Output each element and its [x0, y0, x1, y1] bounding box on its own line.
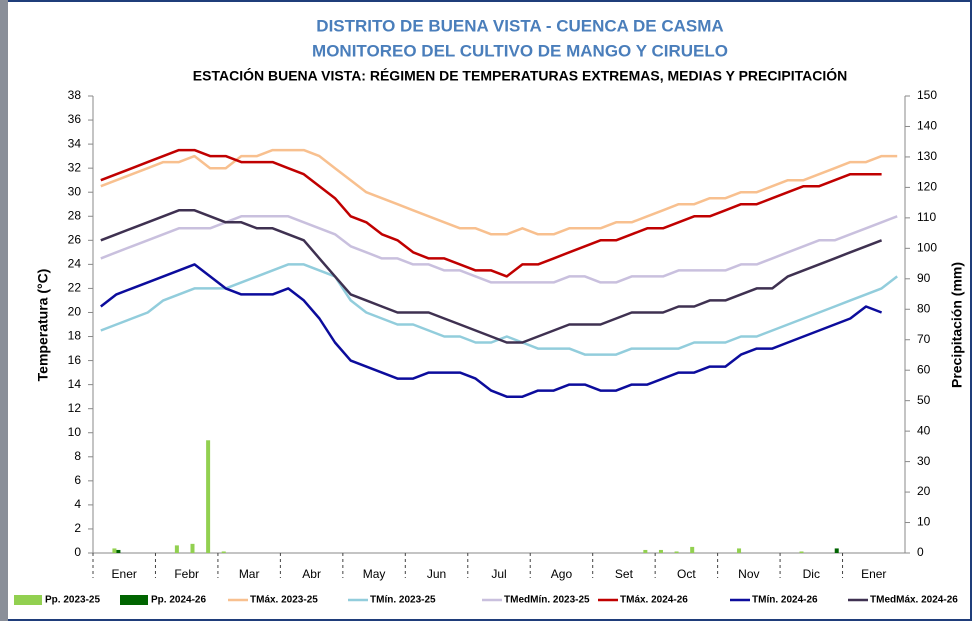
y2-tick-label: 80	[917, 301, 931, 315]
legend-swatch	[14, 595, 42, 605]
temperature-line	[100, 148, 882, 278]
y2-tick-label: 110	[917, 210, 936, 224]
y-tick-label: 0	[74, 545, 81, 559]
y-tick-label: 6	[74, 473, 81, 487]
x-tick-label: Nov	[738, 567, 759, 581]
y2-tick-label: 90	[917, 271, 931, 285]
precip-bar	[737, 548, 742, 553]
y2-tick-label: 0	[917, 545, 924, 559]
y2-axis-title: Precipitación (mm)	[949, 262, 965, 388]
y-tick-label: 38	[68, 88, 82, 102]
x-tick-label: Abr	[302, 567, 321, 581]
x-tick-label: Dic	[803, 567, 820, 581]
x-tick-label: Set	[615, 567, 634, 581]
x-tick-label: Febr	[174, 567, 199, 581]
precip-bar	[834, 548, 839, 553]
chart-subtitle: MONITOREO DEL CULTIVO DE MANGO Y CIRUELO	[312, 41, 728, 60]
precip-bar	[658, 549, 663, 553]
precip-bar	[206, 440, 211, 553]
x-tick-label: Ago	[551, 567, 573, 581]
y-tick-label: 36	[68, 112, 82, 126]
y2-tick-label: 100	[917, 241, 937, 255]
y-tick-label: 26	[68, 232, 82, 246]
temperature-line	[100, 215, 898, 284]
y-tick-label: 16	[68, 353, 82, 367]
y-tick-label: 32	[68, 160, 82, 174]
y-tick-label: 8	[74, 449, 81, 463]
temperature-line	[100, 263, 883, 398]
x-tick-label: Jul	[491, 567, 506, 581]
precip-bar	[674, 551, 679, 553]
y2-tick-label: 150	[917, 88, 937, 102]
side-strip	[0, 0, 8, 621]
y-tick-label: 22	[68, 281, 82, 295]
y2-tick-label: 60	[917, 362, 931, 376]
precip-bar	[643, 549, 648, 553]
y-axis-title: Temperatura (°C)	[35, 269, 51, 382]
y-tick-label: 30	[68, 184, 82, 198]
precip-bar	[221, 551, 226, 553]
legend-label: TMedMín. 2023-25	[504, 595, 590, 606]
x-tick-label: Ener	[112, 567, 137, 581]
y-tick-label: 10	[68, 425, 82, 439]
precip-bar	[190, 543, 195, 553]
y-tick-label: 14	[68, 377, 82, 391]
y2-tick-label: 20	[917, 484, 931, 498]
x-tick-label: Oct	[677, 567, 696, 581]
precip-bar	[799, 551, 804, 553]
legend-label: TMedMáx. 2024-26	[870, 595, 958, 606]
precip-bar	[116, 549, 121, 553]
y2-tick-label: 140	[917, 119, 937, 133]
chart-title: DISTRITO DE BUENA VISTA - CUENCA DE CASM…	[316, 16, 723, 35]
legend-label: TMáx. 2023-25	[250, 595, 318, 606]
y-tick-label: 12	[68, 401, 82, 415]
temperature-line	[100, 209, 883, 344]
legend-label: TMín. 2023-25	[370, 595, 436, 606]
y2-tick-label: 30	[917, 454, 931, 468]
precip-bar	[174, 545, 179, 553]
y-tick-label: 34	[68, 136, 82, 150]
y2-tick-label: 120	[917, 180, 937, 194]
legend-label: Pp. 2023-25	[45, 595, 100, 606]
chart-heading: ESTACIÓN BUENA VISTA: RÉGIMEN DE TEMPERA…	[193, 67, 847, 84]
y2-tick-label: 70	[917, 332, 931, 346]
temperature-line	[100, 148, 898, 236]
precip-bar	[112, 548, 117, 553]
legend-label: Pp. 2024-26	[151, 595, 206, 606]
x-tick-label: Ener	[861, 567, 886, 581]
x-tick-label: Jun	[427, 567, 446, 581]
y-tick-label: 18	[68, 329, 82, 343]
y2-tick-label: 130	[917, 149, 937, 163]
y2-tick-label: 40	[917, 423, 931, 437]
y2-tick-label: 10	[917, 515, 931, 529]
legend-label: TMáx. 2024-26	[620, 595, 688, 606]
y-tick-label: 20	[68, 305, 82, 319]
x-tick-label: Mar	[239, 567, 260, 581]
y-tick-label: 28	[68, 208, 82, 222]
legend-label: TMín. 2024-26	[752, 595, 818, 606]
y-tick-label: 2	[74, 521, 81, 535]
legend-swatch	[120, 595, 148, 605]
x-tick-label: May	[363, 567, 386, 581]
precip-bar	[690, 546, 695, 553]
y-tick-label: 4	[74, 497, 81, 511]
y-tick-label: 24	[68, 257, 82, 271]
y2-tick-label: 50	[917, 393, 931, 407]
